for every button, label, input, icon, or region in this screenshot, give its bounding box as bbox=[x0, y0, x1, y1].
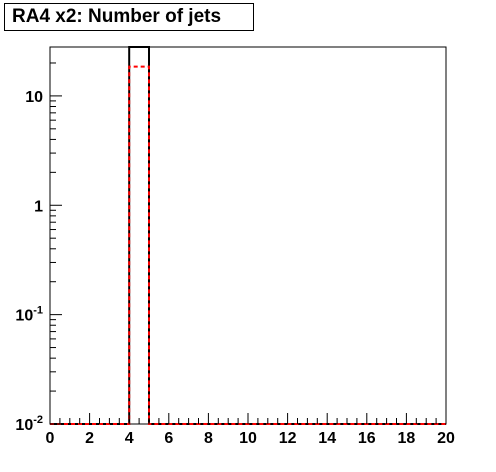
x-tick-label: 2 bbox=[85, 430, 94, 447]
histogram-series-0 bbox=[50, 46, 446, 425]
x-tick-label: 12 bbox=[279, 430, 297, 447]
y-axis: 10-2 10-1 1 10 bbox=[15, 62, 62, 434]
y-tick-label: 10 bbox=[25, 89, 43, 106]
histogram-layer bbox=[50, 46, 446, 425]
x-tick-label: 0 bbox=[46, 430, 55, 447]
x-tick-label: 10 bbox=[239, 430, 257, 447]
x-tick-label: 4 bbox=[125, 430, 134, 447]
x-tick-label: 6 bbox=[164, 430, 173, 447]
histogram-series-1 bbox=[50, 65, 446, 425]
x-tick-label: 14 bbox=[318, 430, 336, 447]
chart-title: RA4 x2: Number of jets bbox=[4, 3, 254, 31]
x-axis: 0 2 4 6 8 10 12 14 16 18 20 bbox=[46, 413, 455, 447]
plot-frame bbox=[49, 46, 447, 425]
y-tick-label: 1 bbox=[34, 198, 43, 215]
y-tick-label: 10-2 bbox=[15, 414, 43, 434]
y-tick-label: 10-1 bbox=[15, 305, 43, 325]
x-tick-label: 16 bbox=[358, 430, 376, 447]
x-tick-label: 20 bbox=[437, 430, 455, 447]
x-tick-label: 18 bbox=[398, 430, 416, 447]
x-tick-label: 8 bbox=[204, 430, 213, 447]
